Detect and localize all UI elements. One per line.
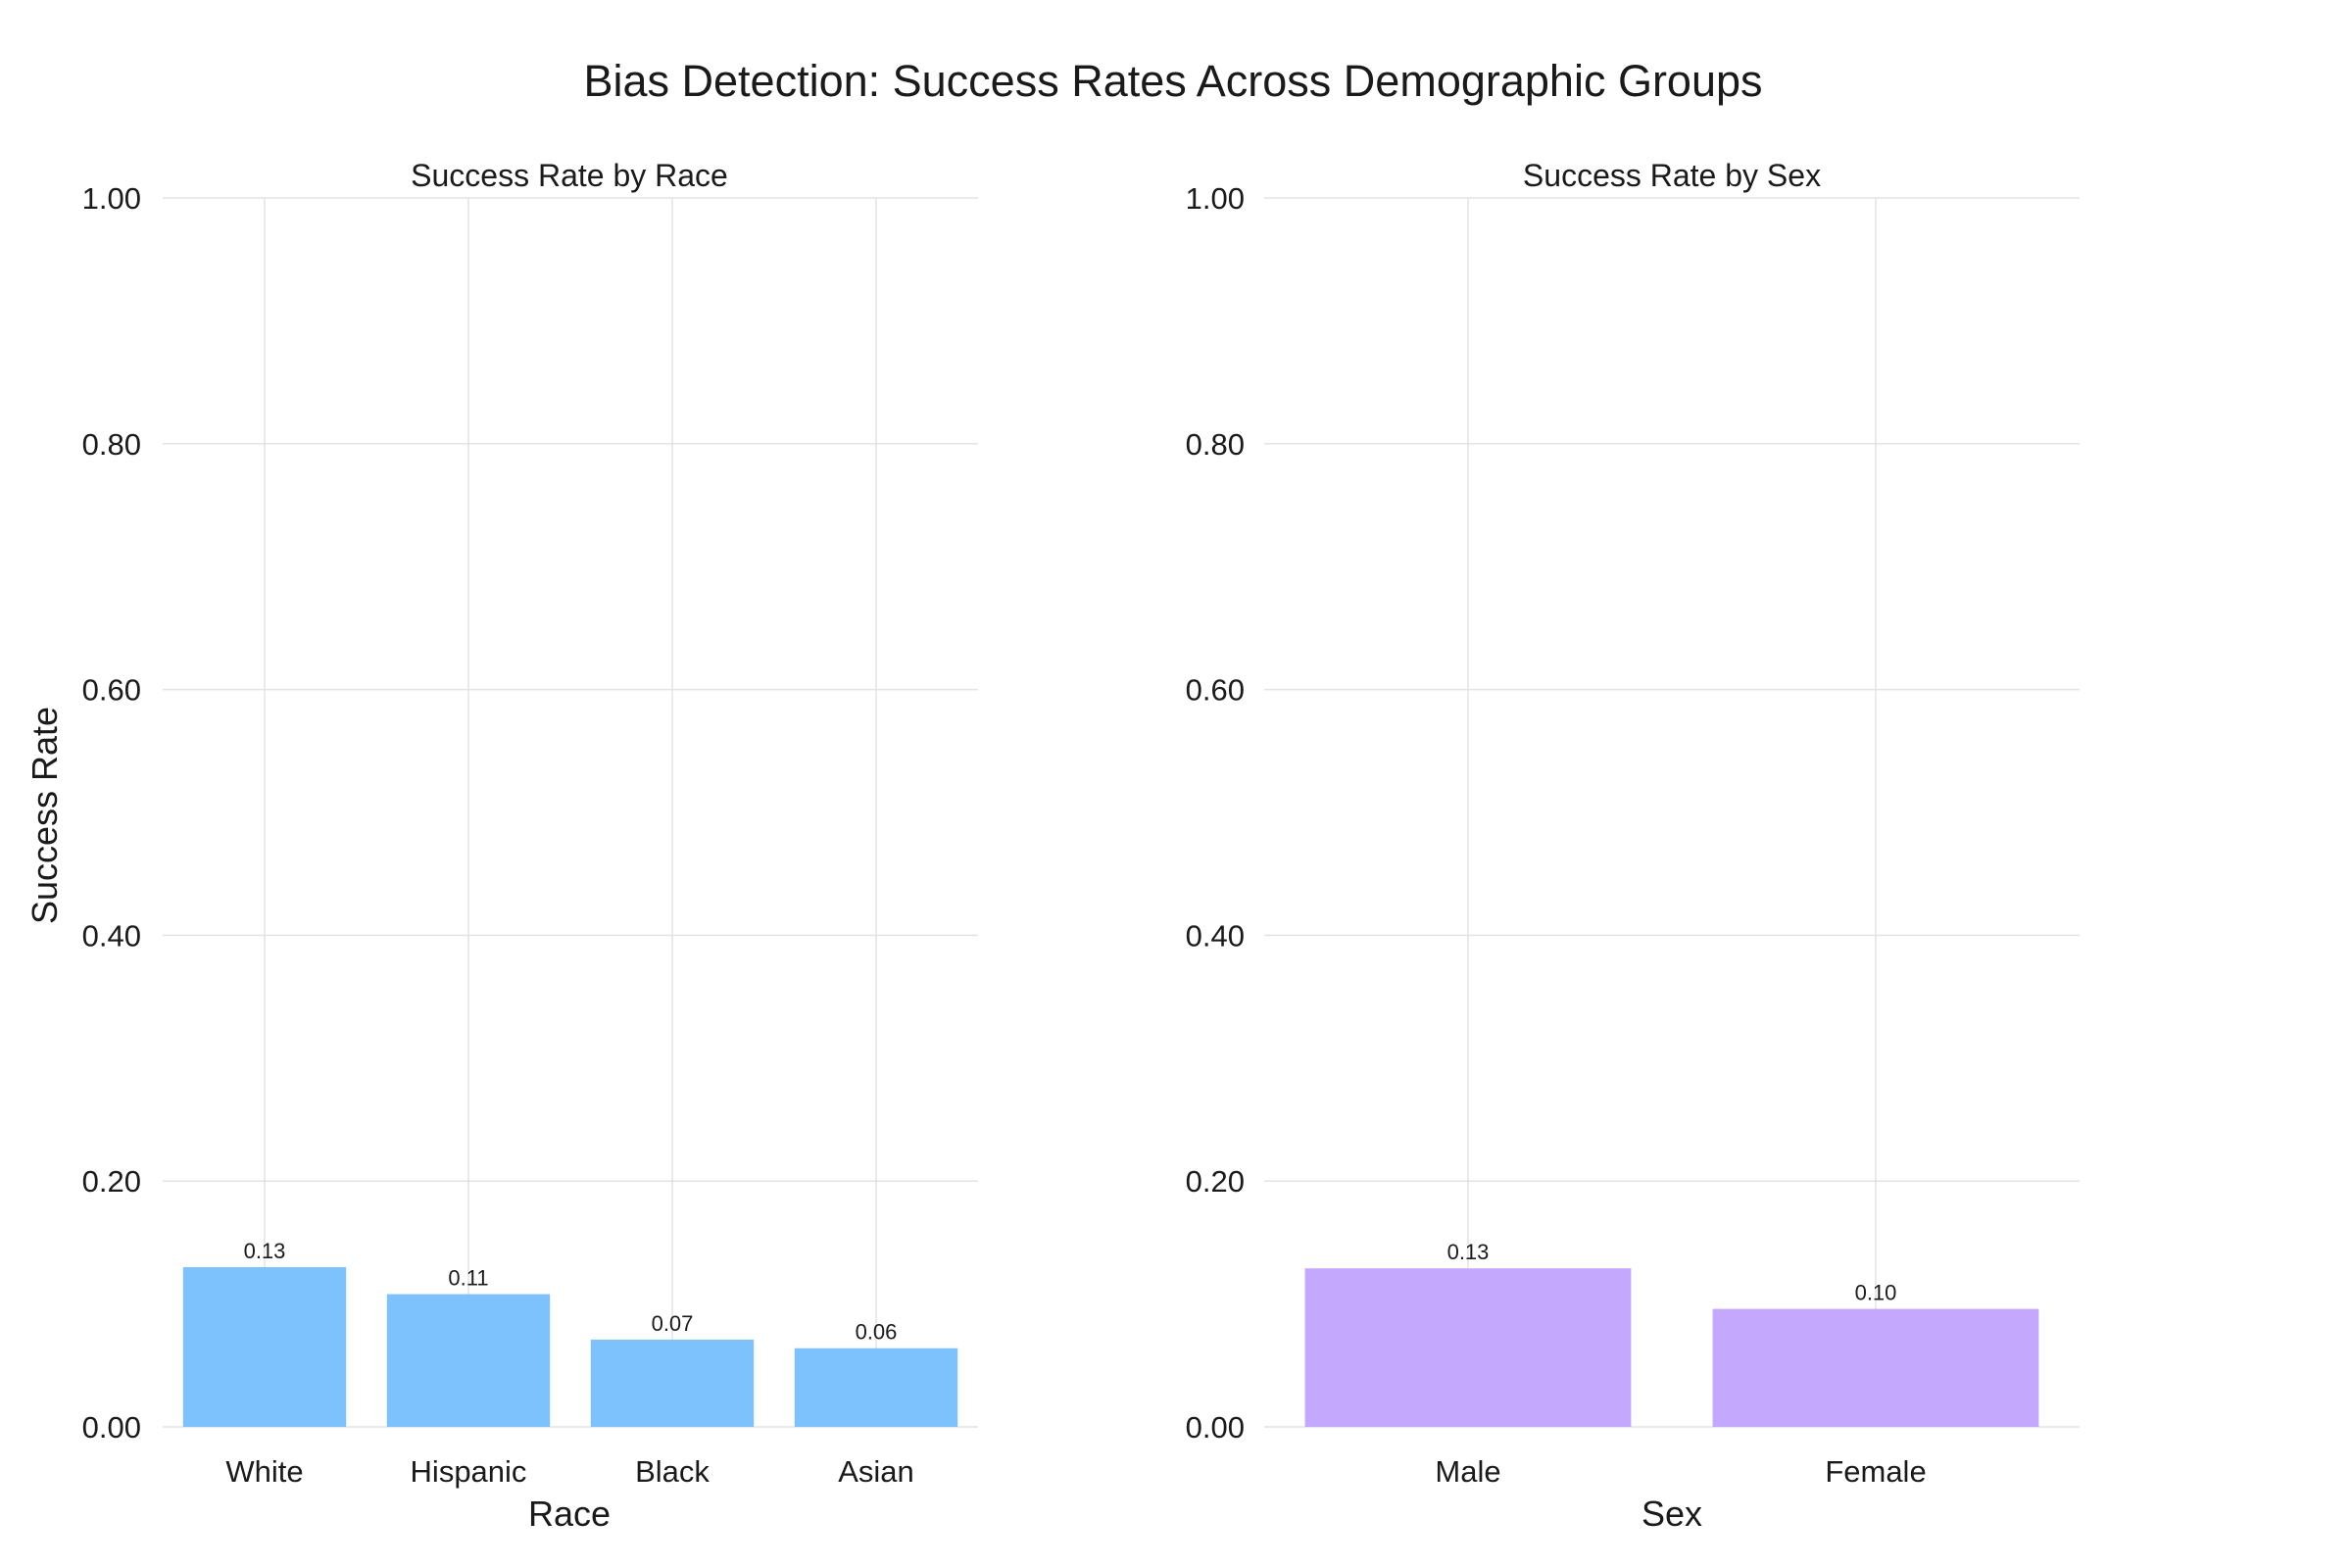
race-category-label-white: White [225,1454,303,1489]
race-y-tick-label: 0.60 [82,673,141,708]
race-chart-panel: Success Rate by Race Race Success Rate 0… [24,158,978,1534]
sex-y-tick-label: 0.20 [1186,1164,1245,1199]
y-axis-title: Success Rate [24,707,65,924]
race-y-tick-label: 0.40 [82,918,141,953]
race-category-label-asian: Asian [838,1454,914,1489]
sex-y-tick-label: 0.60 [1186,673,1245,708]
chart-title: Bias Detection: Success Rates Across Dem… [583,56,1762,106]
race-bar-white [182,1266,347,1427]
race-value-label-white: 0.13 [244,1239,286,1263]
sex-value-label-female: 0.10 [1855,1281,1897,1305]
race-value-label-black: 0.07 [652,1311,694,1336]
sex-x-axis-title: Sex [1642,1494,1702,1534]
race-y-tick-label: 0.00 [82,1410,141,1445]
race-y-tick-label: 0.20 [82,1164,141,1199]
race-value-label-asian: 0.06 [856,1320,898,1345]
sex-bar-male [1304,1268,1632,1427]
sex-chart-title: Success Rate by Sex [1523,158,1821,193]
sex-bar-female [1712,1308,2039,1427]
sex-y-tick-label: 1.00 [1186,181,1245,216]
race-y-tick-label: 0.80 [82,427,141,462]
sex-y-tick-label: 0.00 [1186,1410,1245,1445]
race-x-axis-title: Race [528,1494,611,1534]
race-category-label-black: Black [635,1454,710,1489]
race-bar-black [590,1339,755,1427]
race-bar-hispanic [386,1294,551,1427]
sex-y-tick-label: 0.80 [1186,427,1245,462]
race-chart-title: Success Rate by Race [411,158,728,193]
sex-category-label-male: Male [1435,1454,1500,1489]
race-bar-asian [794,1348,958,1427]
sex-y-tick-label: 0.40 [1186,918,1245,953]
race-value-label-hispanic: 0.11 [448,1266,488,1291]
sex-category-label-female: Female [1825,1454,1926,1489]
race-y-tick-label: 1.00 [82,181,141,216]
sex-value-label-male: 0.13 [1447,1240,1490,1264]
sex-chart-panel: Success Rate by Sex Sex 0.00 0.20 0.40 0.60… [1186,158,2080,1534]
race-category-label-hispanic: Hispanic [411,1454,527,1489]
